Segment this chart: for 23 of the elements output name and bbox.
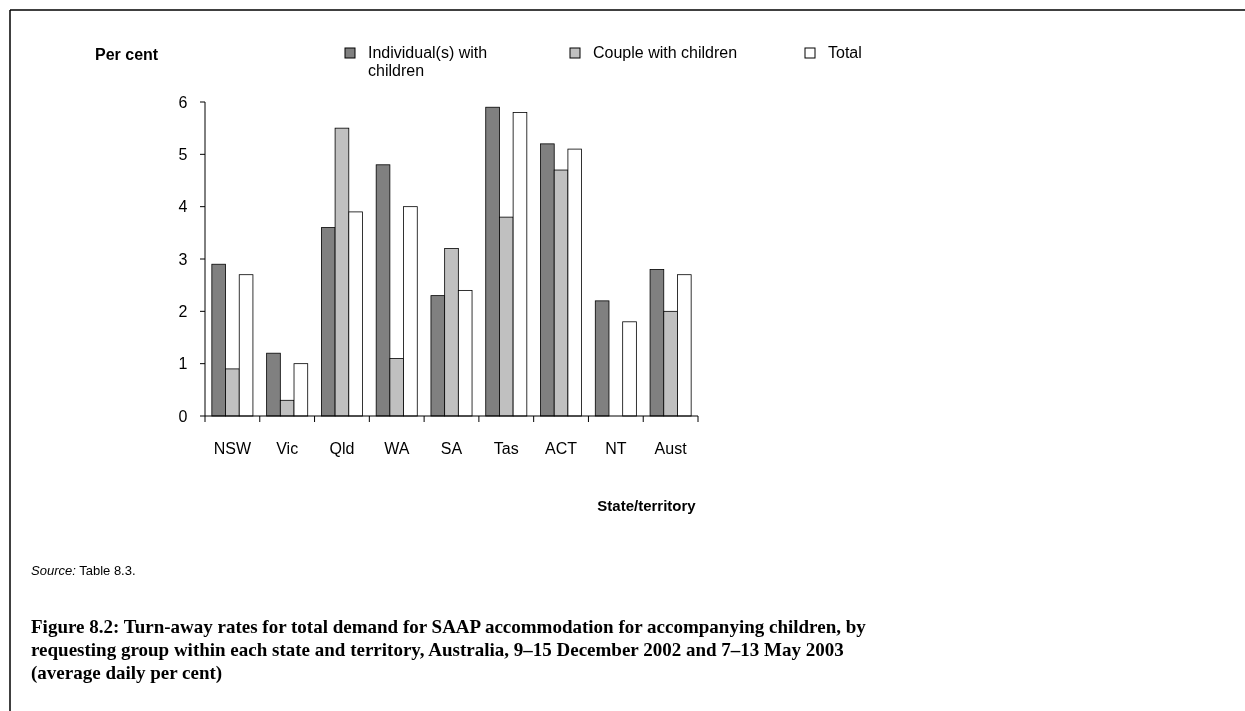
legend-label: Total — [828, 44, 862, 61]
y-axis-title: Per cent — [95, 46, 159, 63]
x-tick-label: Aust — [654, 440, 688, 457]
x-axis-title: State/territory — [597, 497, 697, 514]
y-tick-label: 6 — [178, 93, 188, 111]
x-tick-label: WA — [384, 440, 410, 457]
y-tick-label: 4 — [178, 198, 188, 216]
source-note: Source: Table 8.3. — [31, 563, 136, 578]
y-tick-label: 2 — [178, 302, 188, 320]
y-tick-label: 5 — [178, 145, 188, 163]
x-tick-label: NT — [605, 440, 627, 457]
legend-label: Couple with children — [593, 44, 738, 61]
legend-label: Individual(s) with children — [368, 44, 488, 79]
x-tick-label: Qld — [329, 440, 355, 457]
x-tick-label: Tas — [493, 440, 519, 457]
x-tick-label: Vic — [276, 440, 299, 457]
text: Figure 8.2: Turn-away rates for total demand for SAAP accommodation for accompanying children, by requesting group within each state and territory, Australia, 9–15 December 2002 and 7–13 May 2003 (average daily per cent) — [31, 616, 867, 684]
y-tick-label: 3 — [178, 250, 188, 268]
x-tick-label: SA — [440, 440, 463, 457]
x-tick-label: ACT — [545, 440, 578, 457]
x-tick-label: NSW — [213, 440, 252, 457]
y-tick-label: 1 — [178, 355, 188, 373]
y-tick-label: 0 — [178, 407, 188, 425]
